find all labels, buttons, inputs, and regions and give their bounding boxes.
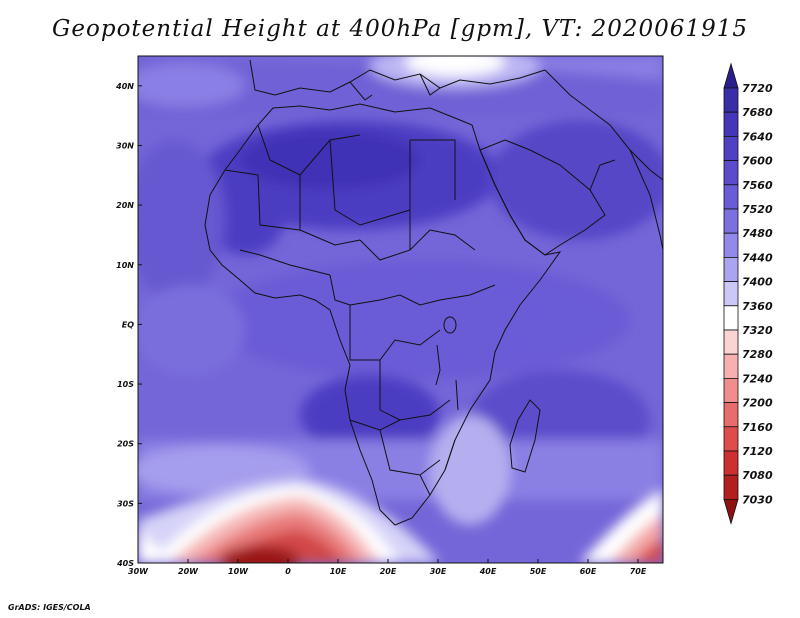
- colorbar-bottom-arrow: [723, 498, 739, 526]
- coastlines: [204, 59, 663, 526]
- colorbar-label: 7440: [742, 251, 773, 264]
- colorbar-swatch: [723, 184, 739, 210]
- colorbar-label: 7520: [742, 203, 773, 216]
- colorbar-label: 7720: [742, 82, 773, 95]
- lat-label-10n: 10N: [116, 261, 134, 270]
- lon-label-0: 0: [285, 567, 291, 576]
- lon-label-10w: 10W: [228, 567, 249, 576]
- colorbar-swatch: [723, 256, 739, 282]
- lat-label-40s: 40S: [116, 559, 134, 568]
- colorbar-label: 7030: [742, 493, 773, 506]
- lon-label-50e: 50E: [530, 567, 547, 576]
- height-field: [138, 56, 663, 563]
- colorbar-swatch: [723, 305, 739, 331]
- colorbar-label: 7360: [742, 300, 773, 313]
- colorbar-top-arrow: [723, 62, 739, 89]
- colorbar-swatch: [723, 232, 739, 258]
- axis-ticks: [137, 85, 639, 564]
- colorbar-label: 7320: [742, 324, 773, 337]
- lon-label-30e: 30E: [430, 567, 447, 576]
- colorbar-swatch: [723, 474, 739, 500]
- map-title: Geopotential Height at 400hPa [gpm], VT:…: [52, 16, 748, 42]
- colorbar-swatch: [723, 208, 739, 234]
- colorbar-swatch: [723, 160, 739, 186]
- lat-label-20n: 20N: [116, 201, 134, 210]
- map-frame: [137, 55, 664, 564]
- lat-label-20s: 20S: [117, 440, 134, 449]
- colorbar-label: 7280: [742, 348, 773, 361]
- colorbar-label: 7160: [742, 421, 773, 434]
- colorbar-swatch: [723, 111, 739, 137]
- colorbar-swatch: [723, 402, 739, 428]
- lon-label-20e: 20E: [380, 567, 397, 576]
- colorbar: 7720 7680 7640 7600 7560 7520 7480 7440 7400 7360…: [723, 62, 773, 526]
- colorbar-label: 7240: [742, 372, 773, 385]
- colorbar-label: 7400: [742, 276, 773, 289]
- colorbar-swatch: [723, 135, 739, 161]
- colorbar-label: 7640: [742, 130, 773, 143]
- grads-credit: GrADS: IGES/COLA: [8, 603, 91, 612]
- colorbar-swatch: [723, 426, 739, 452]
- colorbar-label: 7600: [742, 155, 773, 168]
- latitude-labels: 40N 30N 20N 10N EQ 10S 20S 30S 40S: [115, 82, 134, 568]
- lat-label-eq: EQ: [122, 320, 134, 329]
- lat-label-40n: 40N: [115, 82, 134, 91]
- colorbar-label: 7200: [742, 397, 773, 410]
- lon-label-10e: 10E: [330, 567, 347, 576]
- colorbar-label: 7080: [742, 469, 773, 482]
- lon-label-40e: 40E: [479, 567, 497, 576]
- lon-label-20w: 20W: [178, 567, 199, 576]
- colorbar-swatch: [723, 353, 739, 379]
- longitude-labels: 30W 20W 10W 0 10E 20E 30E 40E 50E 60E 70E: [128, 567, 647, 576]
- colorbar-swatch: [723, 329, 739, 355]
- colorbar-label: 7480: [742, 227, 773, 240]
- colorbar-swatch: [723, 281, 739, 307]
- colorbar-swatch: [723, 87, 739, 113]
- colorbar-label: 7560: [742, 179, 773, 192]
- lon-label-70e: 70E: [630, 567, 647, 576]
- lon-label-30w: 30W: [128, 567, 149, 576]
- lat-label-30n: 30N: [116, 141, 134, 150]
- lat-label-30s: 30S: [117, 499, 134, 508]
- colorbar-swatch: [723, 450, 739, 476]
- colorbar-label: 7120: [742, 445, 773, 458]
- lon-label-60e: 60E: [580, 567, 597, 576]
- lat-label-10s: 10S: [117, 380, 134, 389]
- colorbar-label: 7680: [742, 106, 773, 119]
- colorbar-swatch: [723, 377, 739, 403]
